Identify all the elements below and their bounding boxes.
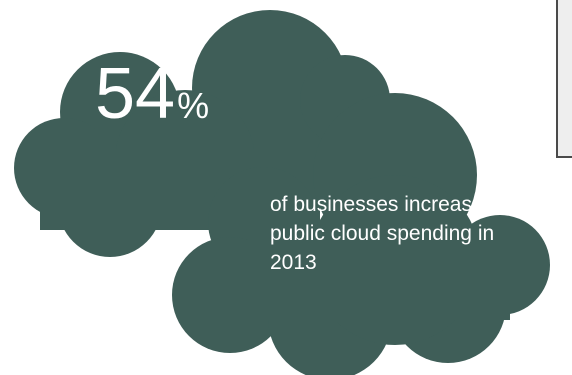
side-panel-edge — [556, 0, 572, 158]
front-cloud — [172, 93, 550, 375]
stat-number: 54 — [95, 54, 176, 134]
stat-unit: % — [177, 85, 210, 126]
stat-caption: of businesses increased public cloud spe… — [270, 193, 496, 274]
stat-percentage: 54% — [95, 58, 209, 130]
